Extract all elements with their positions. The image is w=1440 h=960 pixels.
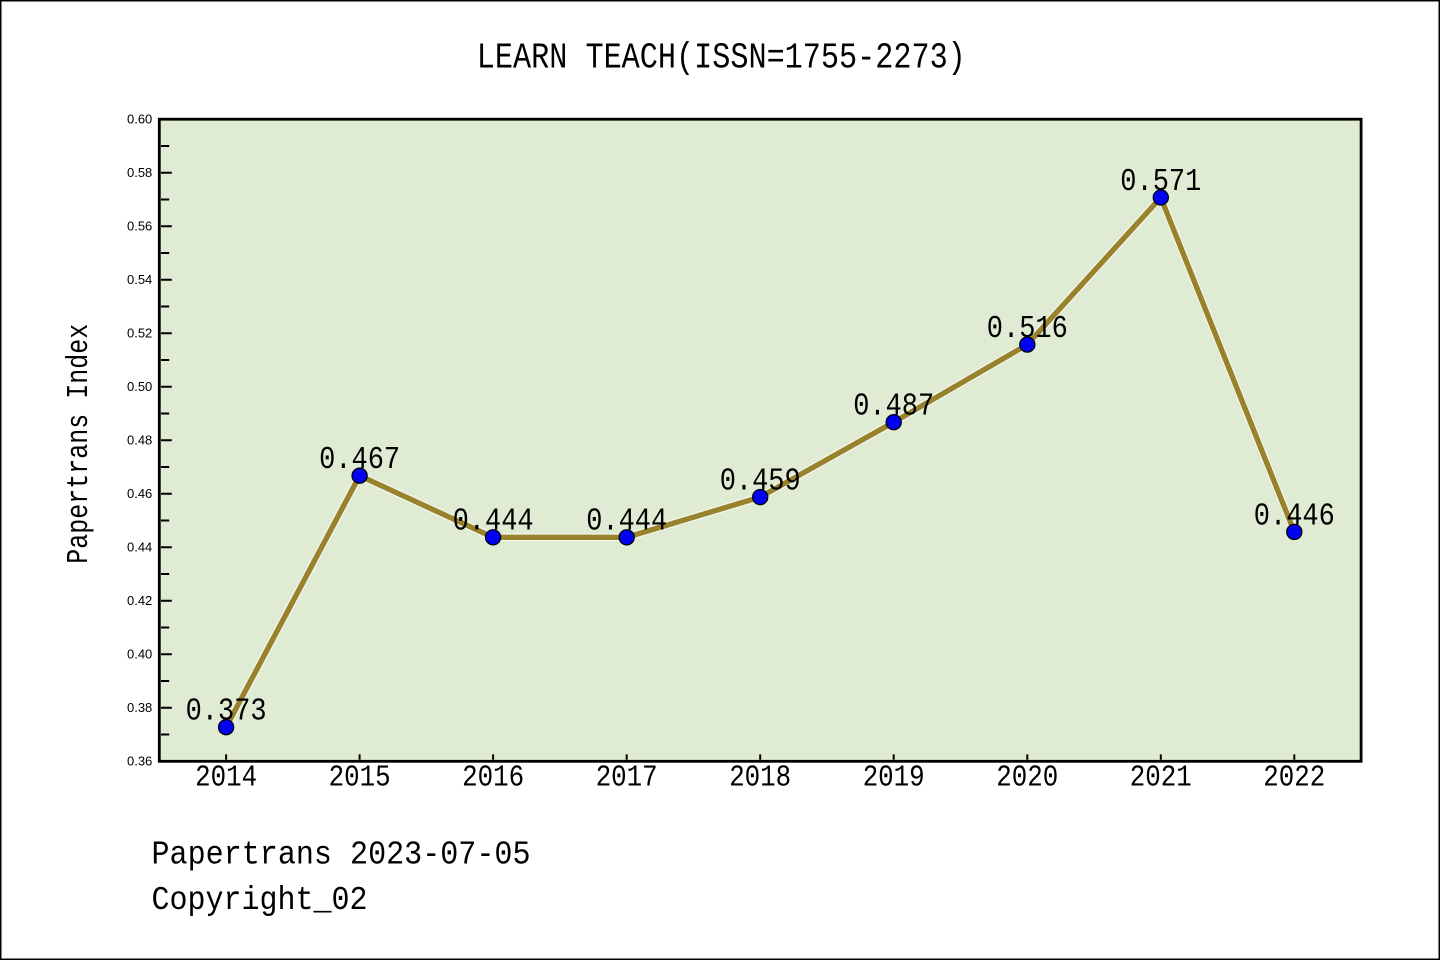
svg-text:2017: 2017 [596,760,658,795]
svg-text:0.36: 0.36 [127,754,152,769]
svg-text:0.46: 0.46 [127,486,152,501]
svg-text:0.56: 0.56 [127,219,152,234]
svg-text:0.54: 0.54 [127,272,152,287]
svg-text:Papertrans Index: Papertrans Index [63,324,97,564]
svg-text:Papertrans 2023-07-05: Papertrans 2023-07-05 [152,837,531,874]
svg-text:2021: 2021 [1130,760,1192,795]
svg-text:2015: 2015 [329,760,391,795]
svg-text:Copyright_02: Copyright_02 [152,882,368,919]
svg-text:0.487: 0.487 [853,390,934,425]
svg-text:0.44: 0.44 [127,540,152,555]
svg-text:0.60: 0.60 [127,112,152,127]
svg-text:0.42: 0.42 [127,593,152,608]
svg-text:0.571: 0.571 [1120,165,1201,200]
svg-text:2020: 2020 [996,760,1058,795]
svg-text:LEARN TEACH(ISSN=1755-2273): LEARN TEACH(ISSN=1755-2273) [477,37,966,78]
svg-text:2014: 2014 [195,760,257,795]
svg-text:0.50: 0.50 [127,379,152,394]
svg-text:0.48: 0.48 [127,433,152,448]
svg-text:0.40: 0.40 [127,647,152,662]
svg-text:0.467: 0.467 [319,443,400,478]
svg-text:0.373: 0.373 [186,695,267,730]
svg-text:0.446: 0.446 [1254,499,1335,534]
svg-text:2016: 2016 [462,760,524,795]
svg-text:2022: 2022 [1263,760,1325,795]
svg-text:0.52: 0.52 [127,326,152,341]
svg-text:0.38: 0.38 [127,700,152,715]
svg-text:2018: 2018 [729,760,791,795]
svg-text:2019: 2019 [863,760,925,795]
svg-text:0.516: 0.516 [987,312,1068,347]
svg-text:0.459: 0.459 [720,465,801,500]
svg-text:0.58: 0.58 [127,165,152,180]
svg-text:0.444: 0.444 [586,505,667,540]
svg-text:0.444: 0.444 [453,505,534,540]
